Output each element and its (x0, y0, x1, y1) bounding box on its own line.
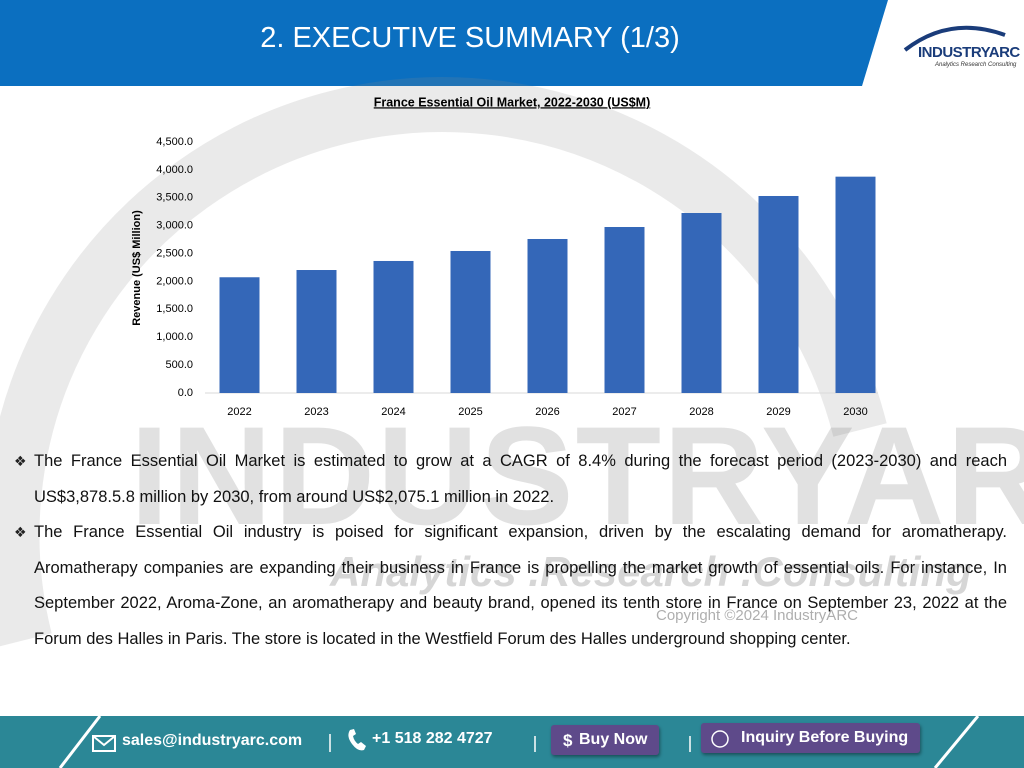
mail-icon (92, 735, 116, 747)
y-tick-label: 2,500.0 (156, 247, 193, 259)
phone-icon (348, 729, 366, 751)
y-tick-label: 3,000.0 (156, 220, 193, 232)
bullet-list: The France Essential Oil Market is estim… (14, 444, 1007, 657)
bar (527, 238, 568, 393)
stripe (58, 716, 102, 768)
x-tick-label: 2024 (381, 406, 405, 418)
x-tick-label: 2025 (458, 406, 482, 418)
buy-button[interactable]: Buy Now (551, 725, 660, 755)
header-band (0, 0, 888, 86)
bar (604, 227, 645, 393)
y-tick-label: 1,000.0 (156, 331, 193, 343)
bullet: The France Essential Oil industry is poi… (14, 515, 1007, 657)
bar (835, 176, 876, 393)
inquiry-icon (711, 730, 729, 748)
x-tick-label: 2029 (766, 406, 790, 418)
x-tick-label: 2023 (304, 406, 328, 418)
chart: France Essential Oil Market, 2022-2030 (… (131, 95, 878, 418)
bar (373, 260, 414, 393)
x-tick-label: 2027 (612, 406, 636, 418)
phone[interactable]: +1 518 282 4727 (372, 730, 493, 747)
inquiry-button[interactable]: Inquiry Before Buying (701, 723, 921, 753)
bar (681, 213, 722, 393)
y-tick-label: 4,000.0 (156, 164, 193, 176)
logo-tagline: Analytics Research Consulting (935, 62, 1017, 68)
email[interactable]: sales@industryarc.com (122, 732, 303, 749)
bar (219, 277, 260, 393)
x-tick-label: 2030 (843, 406, 867, 418)
x-tick-label: 2026 (535, 406, 559, 418)
y-tick-label: 500.0 (165, 359, 193, 371)
y-tick-label: 2,000.0 (156, 275, 193, 287)
bar (758, 195, 799, 393)
logo-arc (903, 25, 1006, 52)
x-tick-label: 2022 (227, 406, 251, 418)
mail-icon (92, 735, 116, 752)
y-tick-label: 0.0 (178, 387, 193, 399)
logo: INDUSTRYARC (918, 44, 1020, 61)
y-axis-label: Revenue (US$ Million) (131, 210, 143, 326)
y-tick-label: 4,500.0 (156, 136, 193, 148)
y-tick-label: 3,500.0 (156, 192, 193, 204)
slide-title: 2. EXECUTIVE SUMMARY (1/3) (260, 22, 680, 54)
stripe (933, 716, 980, 768)
footer-decor (58, 716, 980, 768)
bullet: The France Essential Oil Market is estim… (14, 444, 1007, 515)
chart-title: France Essential Oil Market, 2022-2030 (… (374, 95, 651, 109)
y-tick-label: 1,500.0 (156, 303, 193, 315)
bar (450, 250, 491, 393)
dollar-icon: $ (563, 731, 573, 750)
x-tick-label: 2028 (689, 406, 713, 418)
bar (296, 270, 337, 393)
